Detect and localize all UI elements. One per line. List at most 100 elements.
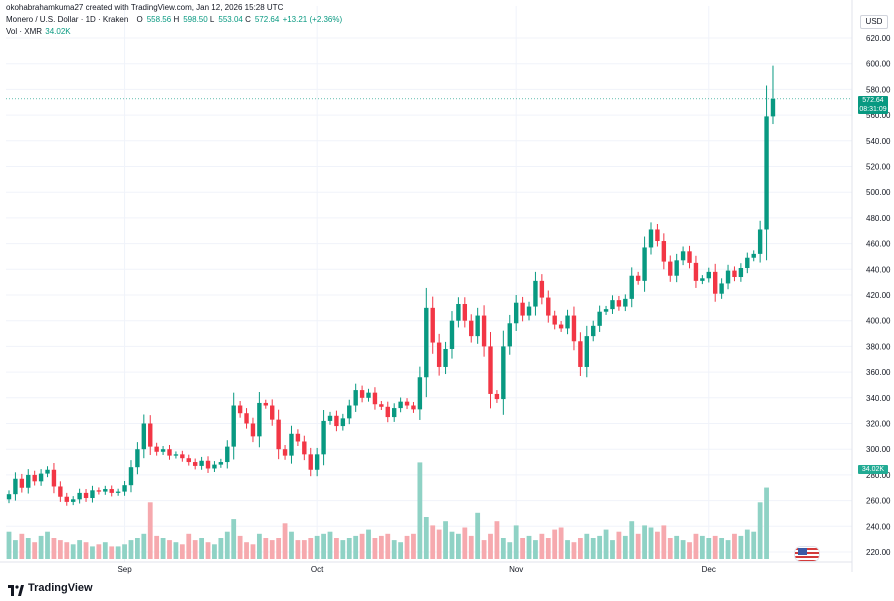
volume-bar xyxy=(25,538,31,559)
candle-body xyxy=(302,441,307,455)
volume-bar xyxy=(443,521,448,559)
y-tick-label: 480.00 xyxy=(866,214,891,223)
volume-bar xyxy=(693,533,699,559)
candle-body xyxy=(764,116,769,230)
tradingview-logo[interactable]: TradingView xyxy=(8,582,93,596)
x-tick-label: Sep xyxy=(117,565,132,574)
candle-body xyxy=(725,270,731,284)
volume-bar xyxy=(423,517,429,559)
candle-body xyxy=(122,485,127,492)
candle-body xyxy=(58,486,63,497)
candle-body xyxy=(257,402,262,437)
volume-bar xyxy=(706,538,712,559)
candle-body xyxy=(668,261,673,276)
volume-bar xyxy=(680,540,686,559)
candle-body xyxy=(353,390,358,406)
volume-bar xyxy=(635,533,641,559)
candle-body xyxy=(751,253,756,258)
volume-bar xyxy=(359,533,365,559)
currency-button[interactable]: USD xyxy=(860,15,888,29)
ohlc-close: C 572.64 xyxy=(245,15,280,24)
candle-body xyxy=(571,315,577,342)
volume-bar xyxy=(13,540,18,559)
volume-bar xyxy=(513,525,519,559)
y-tick-label: 400.00 xyxy=(866,317,891,326)
x-tick-label: Oct xyxy=(311,565,324,574)
ohlc-open: O 558.56 xyxy=(136,15,172,24)
volume-bar xyxy=(244,542,249,559)
tradingview-mark-icon xyxy=(8,583,24,596)
candle-body xyxy=(430,307,435,343)
volume-bar xyxy=(45,531,50,559)
volume-bar xyxy=(577,538,583,559)
volume-bar xyxy=(218,538,224,559)
candle-body xyxy=(623,298,628,307)
volume-badge: 34.02K xyxy=(858,465,888,474)
volume-bar xyxy=(725,540,731,559)
us-flag-icon[interactable] xyxy=(794,546,820,562)
volume-bar xyxy=(231,519,237,559)
candle-body xyxy=(661,241,667,262)
candle-body xyxy=(231,405,236,447)
candle-body xyxy=(436,342,442,367)
candle-body xyxy=(507,323,512,347)
candle-body xyxy=(526,306,532,316)
candle-body xyxy=(680,251,686,261)
volume-bar xyxy=(610,540,615,559)
candle-body xyxy=(51,469,57,487)
volume-bar xyxy=(205,542,211,559)
y-tick-label: 620.00 xyxy=(866,34,891,43)
y-tick-label: 540.00 xyxy=(866,137,891,146)
x-tick-label: Dec xyxy=(702,565,716,574)
candle-body xyxy=(501,346,506,400)
volume-bar xyxy=(289,531,294,559)
y-tick-label: 260.00 xyxy=(866,497,891,506)
candle-body xyxy=(610,300,615,310)
candle-body xyxy=(148,423,153,447)
candle-body xyxy=(96,490,102,492)
y-tick-label: 440.00 xyxy=(866,265,891,274)
volume-bar xyxy=(642,525,647,559)
last-price-badge: 572.64 08:31:09 xyxy=(858,96,888,114)
volume-bar xyxy=(655,531,660,559)
volume-bar xyxy=(436,529,442,559)
candle-body xyxy=(359,390,365,398)
volume-bar xyxy=(314,535,320,559)
volume-bar xyxy=(590,538,596,559)
volume-bar xyxy=(51,538,57,559)
candle-body xyxy=(128,467,134,486)
volume-legend: Vol · XMR 34.02K xyxy=(6,27,71,36)
candle-body xyxy=(539,280,545,298)
candle-body xyxy=(225,446,230,463)
candle-body xyxy=(103,489,108,492)
volume-bar xyxy=(109,546,115,559)
candle-body xyxy=(379,404,384,407)
volume-bar xyxy=(597,535,603,559)
y-tick-label: 560.00 xyxy=(866,111,891,120)
candle-body xyxy=(443,348,448,367)
volume-bar xyxy=(276,538,282,559)
candle-body xyxy=(308,454,313,470)
volume-bar xyxy=(19,533,25,559)
candle-body xyxy=(456,303,461,321)
candle-body xyxy=(687,251,692,263)
candle-body xyxy=(115,491,121,493)
candle-body xyxy=(263,402,268,406)
candle-body xyxy=(276,419,281,450)
candle-body xyxy=(141,423,147,450)
y-tick-label: 340.00 xyxy=(866,394,891,403)
ohlc-low: L 553.04 xyxy=(209,15,243,24)
candle-body xyxy=(173,454,179,456)
candle-body xyxy=(212,464,217,469)
candle-body xyxy=(693,262,699,281)
candle-body xyxy=(417,377,423,410)
y-tick-label: 320.00 xyxy=(866,420,891,429)
y-tick-label: 500.00 xyxy=(866,188,891,197)
candle-body xyxy=(757,229,763,254)
candle-body xyxy=(398,401,403,409)
candle-body xyxy=(289,433,294,456)
volume-bar xyxy=(301,540,307,559)
volume-bar xyxy=(102,542,108,559)
y-tick-label: 460.00 xyxy=(866,240,891,249)
